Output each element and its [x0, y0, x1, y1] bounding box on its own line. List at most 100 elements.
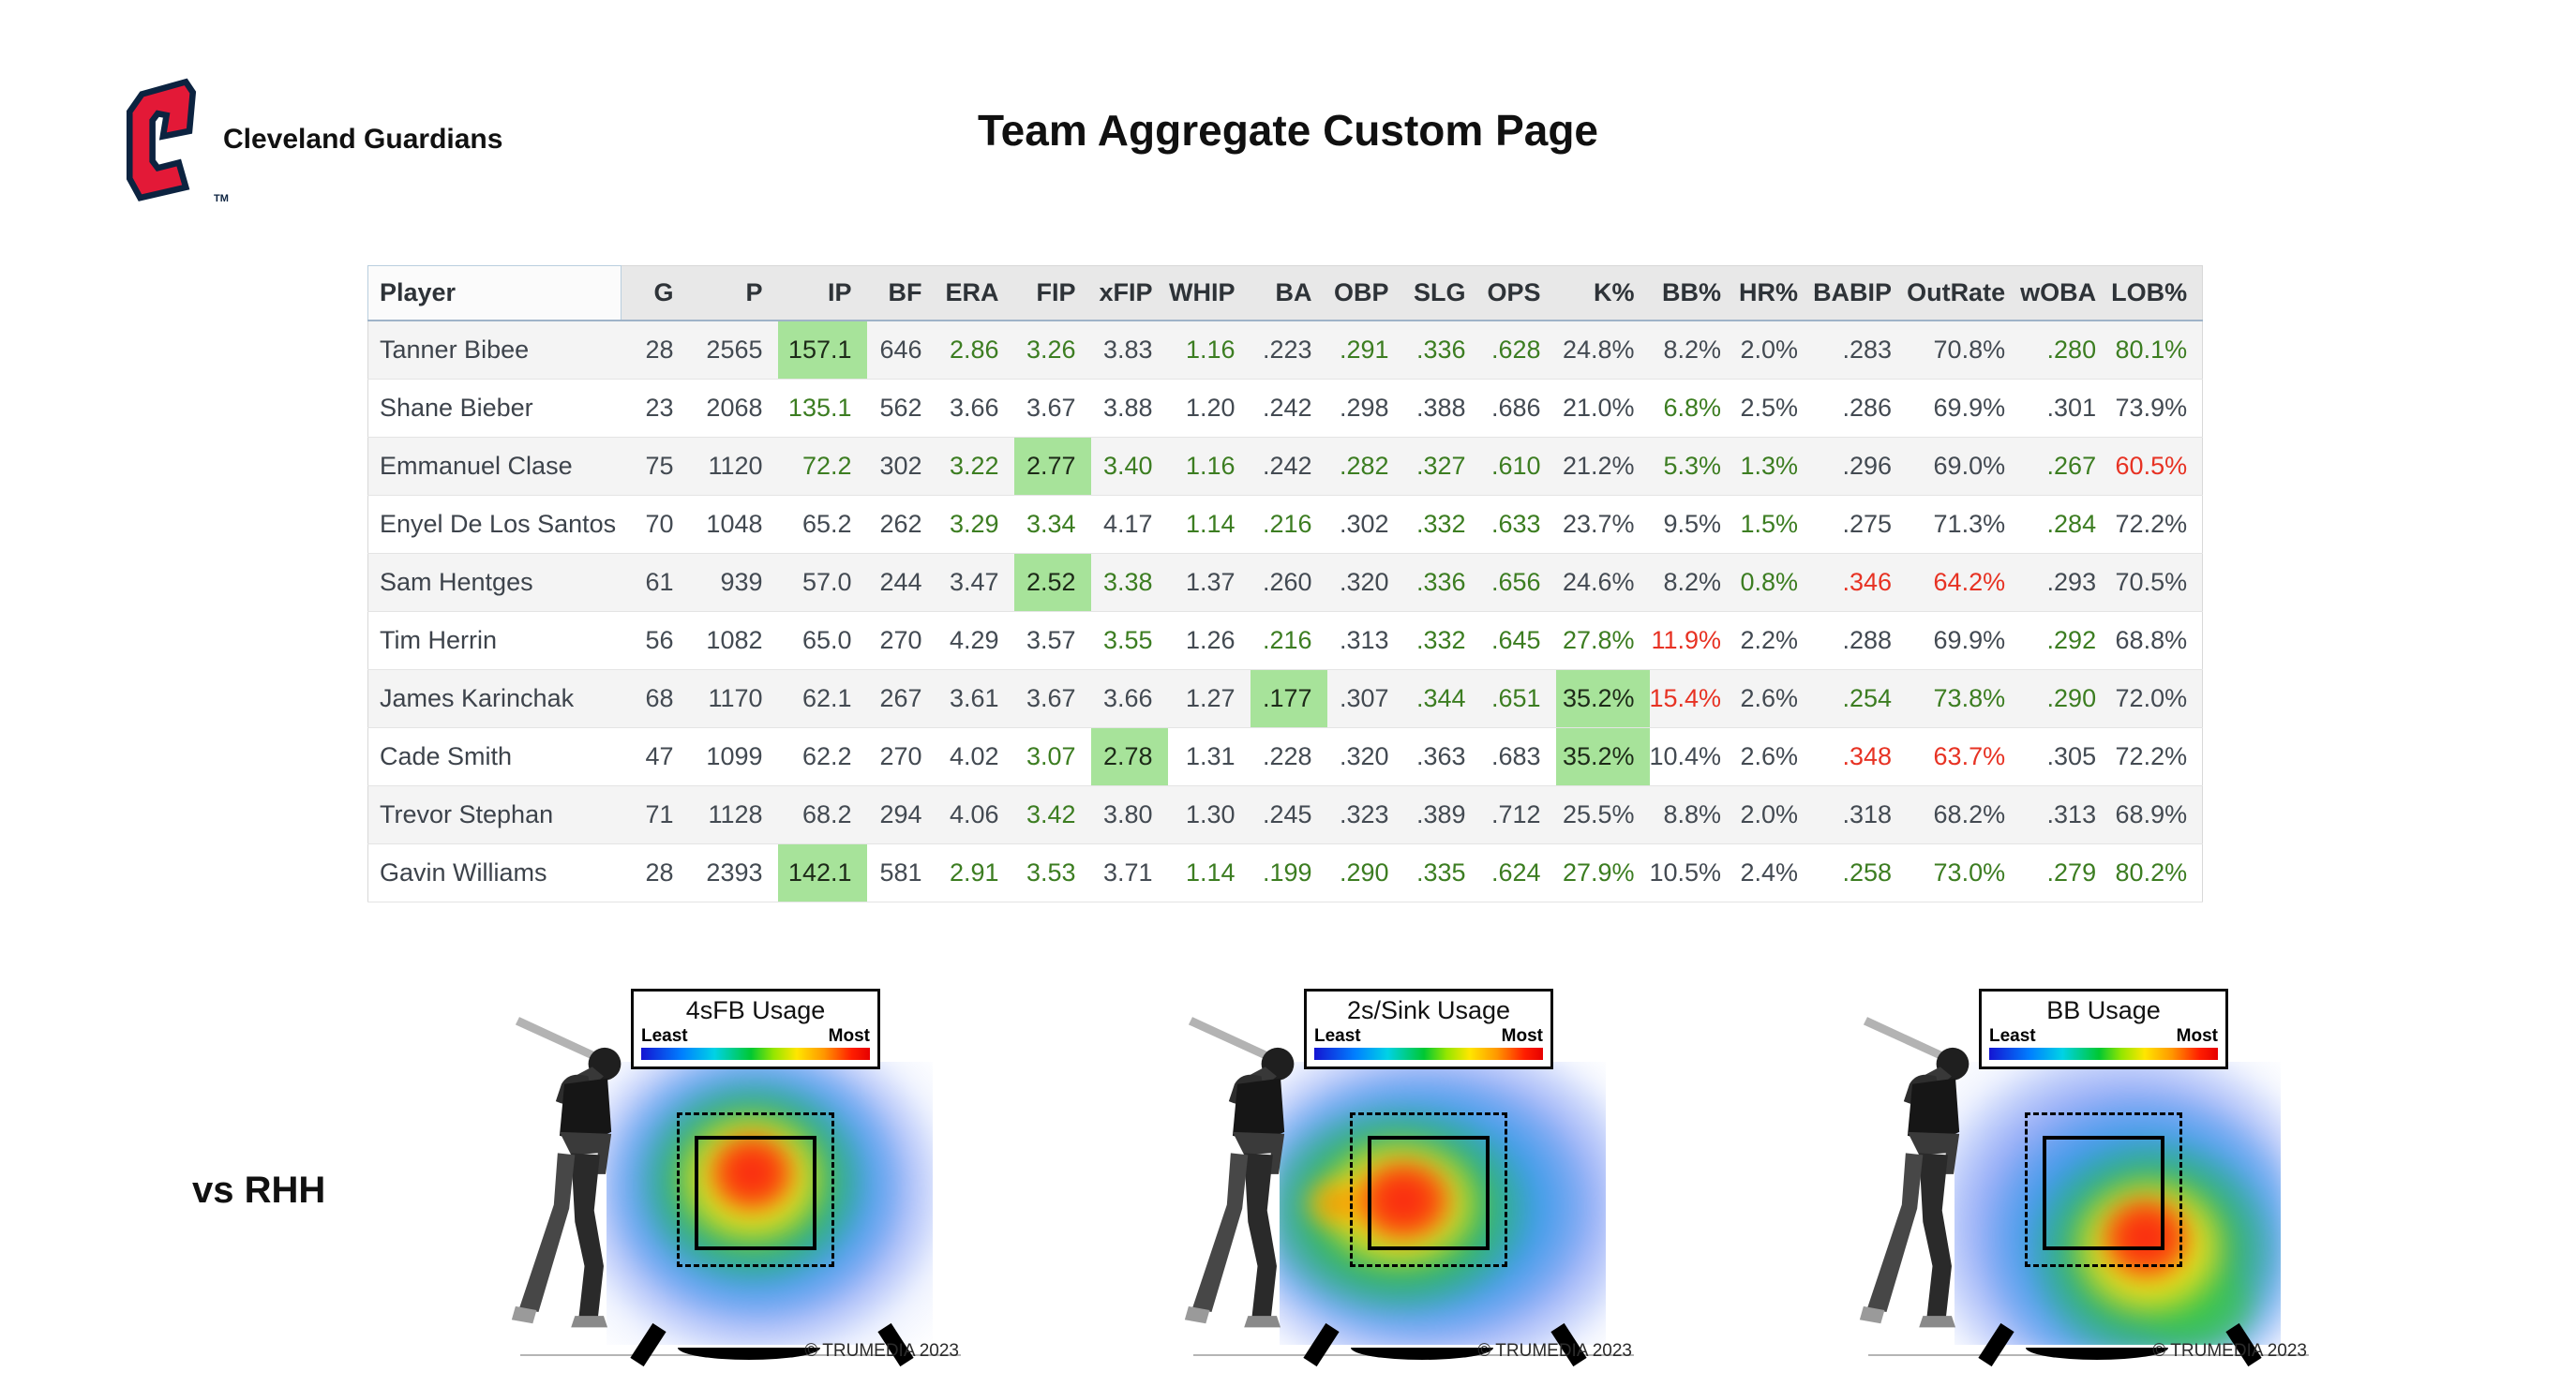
- stat-cell: 4.29: [936, 611, 1014, 670]
- stat-cell: 135.1: [777, 379, 867, 438]
- stat-cell: 72.2: [777, 437, 867, 496]
- legend-least-label: Least: [641, 1026, 688, 1046]
- stat-cell: .288: [1813, 611, 1908, 670]
- stat-cell: 0.8%: [1736, 553, 1814, 612]
- trumedia-watermark: © TRUMEDIA 2023: [1477, 1341, 1632, 1361]
- stat-cell: 35.2%: [1555, 727, 1650, 786]
- stat-cell: .296: [1813, 437, 1908, 496]
- column-header-ip[interactable]: IP: [777, 265, 867, 321]
- stat-cell: 56: [621, 611, 689, 670]
- column-header-lob[interactable]: LOB%: [2111, 265, 2203, 321]
- column-header-bb[interactable]: BB%: [1649, 265, 1737, 321]
- strike-zone-box: [2042, 1135, 2164, 1251]
- stat-cell: 1.14: [1167, 495, 1251, 554]
- stat-cell: .242: [1250, 379, 1327, 438]
- stat-cell: 70.8%: [1907, 321, 2021, 380]
- stat-cell: 72.0%: [2111, 669, 2203, 728]
- table-row: Emmanuel Clase 75 1120 72.2 302 3.22 2.77 3.40…: [367, 437, 2203, 496]
- stat-cell: .336: [1403, 553, 1481, 612]
- column-header-whip[interactable]: WHIP: [1167, 265, 1251, 321]
- stat-cell: 71: [621, 785, 689, 844]
- stat-cell: 1048: [688, 495, 778, 554]
- stat-cell: .610: [1480, 437, 1556, 496]
- stat-cell: 1170: [688, 669, 778, 728]
- column-header-xfip[interactable]: xFIP: [1090, 265, 1168, 321]
- stat-cell: .301: [2020, 379, 2112, 438]
- stat-cell: 270: [866, 727, 937, 786]
- column-header-fip[interactable]: FIP: [1013, 265, 1091, 321]
- stat-cell: 3.61: [936, 669, 1014, 728]
- stat-cell: 1128: [688, 785, 778, 844]
- stat-cell: 75: [621, 437, 689, 496]
- stat-cell: .275: [1813, 495, 1908, 554]
- strike-zone-box: [694, 1135, 816, 1251]
- column-header-ba[interactable]: BA: [1250, 265, 1327, 321]
- column-header-babip[interactable]: BABIP: [1813, 265, 1908, 321]
- heatmap-breaking-ball: [1954, 1062, 2281, 1345]
- stat-cell: .284: [2020, 495, 2112, 554]
- legend-least-label: Least: [1314, 1026, 1361, 1046]
- stat-cell: 71.3%: [1907, 495, 2021, 554]
- stat-cell: 1.31: [1167, 727, 1251, 786]
- stat-cell: 27.9%: [1555, 843, 1650, 902]
- team-name: Cleveland Guardians: [223, 124, 503, 155]
- heatmap-title: BB Usage: [2046, 996, 2161, 1024]
- column-header-obp[interactable]: OBP: [1326, 265, 1404, 321]
- stat-cell: .656: [1480, 553, 1556, 612]
- heatmap-sinker: [1280, 1062, 1606, 1345]
- stat-cell: 70.5%: [2111, 553, 2203, 612]
- column-header-g[interactable]: G: [621, 265, 689, 321]
- stat-cell: 11.9%: [1649, 611, 1737, 670]
- shadow-zone-dashed-box: [2024, 1112, 2182, 1267]
- column-header-ops[interactable]: OPS: [1480, 265, 1556, 321]
- column-header-outrate[interactable]: OutRate: [1907, 265, 2021, 321]
- stat-cell: 2.91: [936, 843, 1014, 902]
- stat-cell: .388: [1403, 379, 1481, 438]
- stat-cell: 57.0: [777, 553, 867, 612]
- stat-cell: 3.66: [936, 379, 1014, 438]
- column-header-player[interactable]: Player: [367, 265, 622, 321]
- column-header-era[interactable]: ERA: [936, 265, 1014, 321]
- stat-cell: 62.2: [777, 727, 867, 786]
- stat-cell: 23: [621, 379, 689, 438]
- stat-cell: 3.67: [1013, 669, 1091, 728]
- stat-cell: 61: [621, 553, 689, 612]
- player-name-cell: James Karinchak: [367, 669, 622, 728]
- vs-rhh-label: vs RHH: [192, 1170, 326, 1211]
- stat-cell: 35.2%: [1555, 669, 1650, 728]
- guardians-logo-icon: TM: [105, 73, 229, 214]
- column-header-p[interactable]: P: [688, 265, 778, 321]
- stat-cell: 70: [621, 495, 689, 554]
- column-header-bf[interactable]: BF: [866, 265, 937, 321]
- stat-cell: 3.53: [1013, 843, 1091, 902]
- stat-cell: 3.07: [1013, 727, 1091, 786]
- column-header-hr[interactable]: HR%: [1736, 265, 1814, 321]
- column-header-woba[interactable]: wOBA: [2020, 265, 2112, 321]
- stat-cell: .712: [1480, 785, 1556, 844]
- table-row: Tim Herrin 56 1082 65.0 270 4.29 3.57 3.55 1.26…: [367, 611, 2203, 670]
- stat-cell: .320: [1326, 553, 1404, 612]
- stat-cell: .242: [1250, 437, 1327, 496]
- stat-cell: 68: [621, 669, 689, 728]
- stat-cell: .291: [1326, 321, 1404, 380]
- player-name-cell: Emmanuel Clase: [367, 437, 622, 496]
- stat-cell: 1.30: [1167, 785, 1251, 844]
- stat-cell: .199: [1250, 843, 1327, 902]
- stat-cell: 1.14: [1167, 843, 1251, 902]
- heatmap-density-blobs: [607, 1062, 933, 1345]
- column-header-k[interactable]: K%: [1555, 265, 1650, 321]
- column-header-slg[interactable]: SLG: [1403, 265, 1481, 321]
- usage-colorbar: [1989, 1048, 2218, 1060]
- stat-cell: 73.9%: [2111, 379, 2203, 438]
- stat-cell: .283: [1813, 321, 1908, 380]
- stat-cell: .323: [1326, 785, 1404, 844]
- stat-cell: .223: [1250, 321, 1327, 380]
- stat-cell: .336: [1403, 321, 1481, 380]
- player-name-cell: Trevor Stephan: [367, 785, 622, 844]
- stat-cell: 2.5%: [1736, 379, 1814, 438]
- legend-least-label: Least: [1989, 1026, 2036, 1046]
- heatmap-title: 2s/Sink Usage: [1346, 996, 1511, 1024]
- stat-cell: .302: [1326, 495, 1404, 554]
- stat-cell: 68.9%: [2111, 785, 2203, 844]
- legend-most-label: Most: [2176, 1026, 2218, 1046]
